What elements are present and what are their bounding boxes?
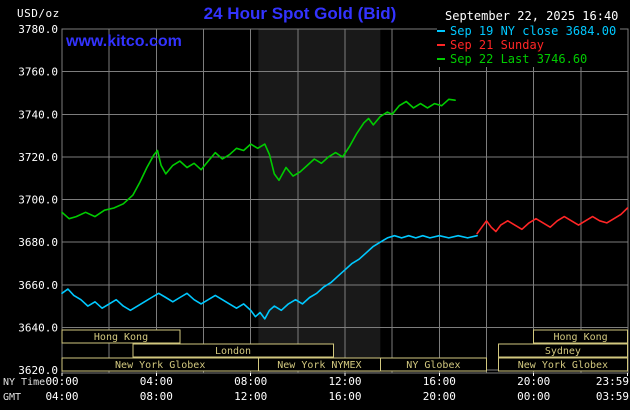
- x-tick-label-ny: 16:00: [423, 375, 456, 388]
- legend-line-icon: [437, 30, 445, 32]
- x-tick-label-ny: 12:00: [328, 375, 361, 388]
- legend-item-sep19: Sep 19 NY close 3684.00: [437, 24, 616, 38]
- session-box: [379, 357, 487, 372]
- session-label: London: [215, 346, 251, 357]
- session-label: New York Globex: [518, 360, 608, 371]
- gridlines: [62, 28, 628, 373]
- session-label: New York NYMEX: [277, 360, 361, 371]
- y-tick-label: 3680.0: [18, 236, 58, 249]
- x-tick-label-ny: 00:00: [45, 375, 78, 388]
- x-tick-label-ny: 20:00: [517, 375, 550, 388]
- legend-label: Sep 22 Last 3746.60: [450, 52, 588, 66]
- x-tick-label-gmt: 04:00: [45, 390, 78, 403]
- session-label: NY Globex: [406, 360, 460, 371]
- x-tick-label-gmt: 03:59: [596, 390, 629, 403]
- x-tick-label-gmt: 16:00: [328, 390, 361, 403]
- session-box: [61, 329, 181, 344]
- y-tick-label: 3760.0: [18, 66, 58, 79]
- nymex-session-band: [258, 29, 381, 373]
- y-tick-label: 3620.0: [18, 364, 58, 377]
- session-box: [132, 343, 334, 358]
- legend-item-sep21: Sep 21 Sunday: [437, 38, 616, 52]
- x-tick-label-gmt: 00:00: [517, 390, 550, 403]
- kitco-watermark-link[interactable]: www.kitco.com: [66, 33, 182, 50]
- y-tick-label: 3640.0: [18, 321, 58, 334]
- session-label: Hong Kong: [94, 332, 148, 343]
- chart-title: 24 Hour Spot Gold (Bid): [203, 4, 397, 23]
- session-label: Sydney: [545, 346, 581, 357]
- session-box: [497, 357, 628, 372]
- x-tick-label-gmt: 20:00: [423, 390, 456, 403]
- session-box: [497, 343, 628, 358]
- legend-label: Sep 19 NY close 3684.00: [450, 24, 617, 38]
- x-tick-label-ny: 04:00: [140, 375, 173, 388]
- x-tick-label-gmt: 08:00: [140, 390, 173, 403]
- legend-label: Sep 21 Sunday: [450, 38, 544, 52]
- y-axis-unit-label: USD/oz: [17, 7, 60, 20]
- price-line-sep19: [61, 234, 478, 320]
- price-line-sep22: [61, 98, 456, 220]
- ny-time-caption: NY Time: [3, 377, 45, 388]
- x-tick-label-gmt: 12:00: [234, 390, 267, 403]
- chart-timestamp: September 22, 2025 16:40: [445, 9, 619, 23]
- legend-item-sep22: Sep 22 Last 3746.60: [437, 52, 616, 66]
- session-box: [533, 329, 629, 344]
- legend-line-icon: [437, 44, 445, 46]
- legend-line-icon: [437, 58, 445, 60]
- x-tick-label-ny: 08:00: [234, 375, 267, 388]
- gmt-caption: GMT: [3, 392, 21, 403]
- session-label: Hong Kong: [554, 332, 608, 343]
- chart-legend: Sep 19 NY close 3684.00 Sep 21 Sunday Se…: [437, 24, 621, 67]
- x-tick-label-ny: 23:59: [596, 375, 629, 388]
- y-tick-label: 3720.0: [18, 151, 58, 164]
- y-tick-label: 3700.0: [18, 194, 58, 207]
- y-tick-label: 3740.0: [18, 108, 58, 121]
- y-tick-label: 3660.0: [18, 279, 58, 292]
- y-tick-label: 3780.0: [18, 23, 58, 36]
- price-line-sep21: [476, 207, 629, 235]
- session-label: New York Globex: [115, 360, 205, 371]
